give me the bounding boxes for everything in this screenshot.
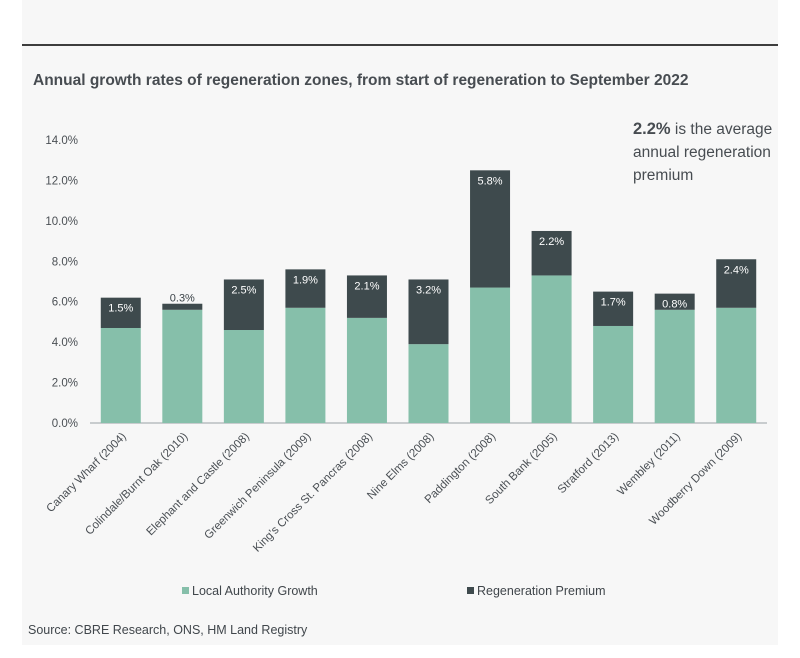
bar-local-authority-growth [408, 344, 449, 423]
chart-card [22, 0, 778, 645]
legend-swatch [467, 587, 474, 594]
bar-local-authority-growth [654, 309, 695, 423]
y-tick-label: 12.0% [45, 175, 78, 187]
legend-label: Regeneration Premium [477, 584, 606, 598]
top-rule [22, 44, 778, 46]
y-tick-label: 6.0% [52, 297, 78, 309]
callout-text: is the average annual regeneration premi… [633, 121, 773, 184]
y-tick-label: 10.0% [45, 216, 78, 228]
bar-regeneration-premium [716, 259, 757, 308]
bar-regeneration-premium [654, 293, 695, 310]
chart-title: Annual growth rates of regeneration zone… [33, 72, 689, 89]
data-label: 2.2% [539, 236, 564, 248]
data-label: 5.8% [478, 175, 503, 187]
data-label: 1.5% [108, 303, 133, 315]
bar-regeneration-premium [285, 269, 326, 308]
bar-local-authority-growth [162, 309, 203, 423]
bar-local-authority-growth [470, 287, 511, 423]
y-tick-label: 4.0% [52, 337, 78, 349]
bar-regeneration-premium [100, 297, 141, 328]
bar-local-authority-growth [531, 275, 572, 423]
callout-annotation: 2.2% is the average annual regeneration … [633, 118, 773, 187]
data-label: 2.4% [724, 264, 749, 276]
bar-regeneration-premium [593, 291, 634, 326]
data-label: 2.5% [231, 284, 256, 296]
bar-regeneration-premium [408, 279, 449, 345]
bar-local-authority-growth [593, 325, 634, 423]
x-category-label: Greenwich Peninsula (2009) [202, 431, 313, 542]
bar-local-authority-growth [100, 327, 141, 423]
legend-swatch [182, 587, 189, 594]
bar-regeneration-premium [346, 275, 387, 318]
x-category-label: King's Cross St. Pancras (2008) [251, 431, 375, 555]
bar-local-authority-growth [346, 317, 387, 423]
legend-label: Local Authority Growth [192, 584, 318, 598]
callout-value: 2.2% [633, 120, 671, 138]
bar-regeneration-premium [531, 230, 572, 276]
bar-regeneration-premium [223, 279, 264, 331]
y-tick-label: 2.0% [52, 378, 78, 390]
data-label: 3.2% [416, 284, 441, 296]
data-label: 1.7% [601, 297, 626, 309]
source-note: Source: CBRE Research, ONS, HM Land Regi… [28, 623, 308, 637]
data-label: 2.1% [354, 280, 379, 292]
y-tick-label: 8.0% [52, 256, 78, 268]
y-tick-label: 0.0% [52, 418, 78, 430]
y-tick-label: 14.0% [45, 135, 78, 147]
bar-regeneration-premium [470, 170, 511, 288]
x-category-label: Nine Elms (2008) [365, 431, 436, 502]
bar-local-authority-growth [285, 307, 326, 423]
data-label: 0.3% [170, 293, 195, 305]
x-category-label: Colindale/Burnt Oak (2010) [83, 431, 190, 538]
data-label: 1.9% [293, 274, 318, 286]
bar-local-authority-growth [223, 330, 264, 423]
data-label: 0.8% [662, 299, 687, 311]
bar-local-authority-growth [716, 307, 757, 423]
x-category-label: Wembley (2011) [615, 431, 683, 499]
x-category-label: Stratford (2013) [556, 431, 622, 497]
x-category-label: Elephant and Castle (2008) [144, 431, 252, 539]
bar-regeneration-premium [162, 303, 203, 310]
